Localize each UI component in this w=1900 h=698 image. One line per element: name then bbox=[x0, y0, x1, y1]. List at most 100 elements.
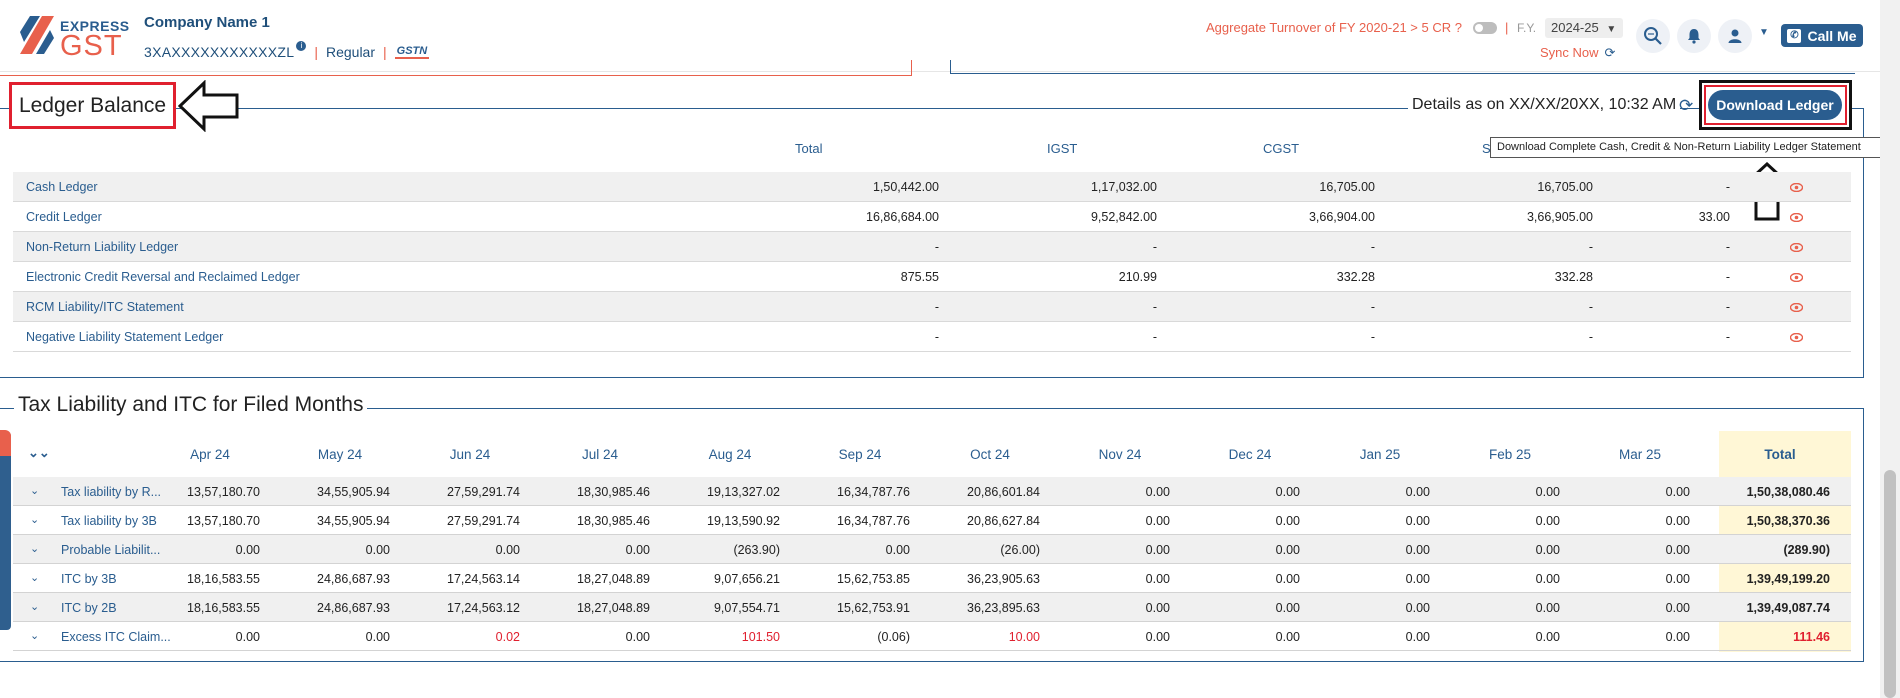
side-panel-tab-top[interactable] bbox=[0, 430, 11, 456]
ledger-row-name[interactable]: RCM Liability/ITC Statement bbox=[26, 300, 184, 314]
chevron-down-icon[interactable]: ⌄ bbox=[30, 630, 40, 642]
tax-cell: 0.00 bbox=[1665, 514, 1690, 528]
fy-select[interactable]: 2024-25 ▼ bbox=[1545, 18, 1623, 38]
tax-row[interactable]: ⌄ ITC by 2B 18,16,583.55 24,86,687.93 17,24,… bbox=[13, 593, 1851, 622]
ledger-row-name[interactable]: Credit Ledger bbox=[26, 210, 102, 224]
tax-cell: 0.00 bbox=[1665, 572, 1690, 586]
arrow-left-annotation bbox=[178, 80, 239, 132]
tax-cell: 0.00 bbox=[1405, 485, 1430, 499]
chevron-down-icon[interactable]: ▼ bbox=[1759, 27, 1769, 38]
tax-cell: 0.00 bbox=[885, 543, 910, 557]
refresh-icon[interactable]: ⟳ bbox=[1679, 96, 1694, 115]
chevron-down-icon[interactable]: ⌄ bbox=[30, 543, 40, 555]
search-button[interactable] bbox=[1636, 19, 1670, 53]
chevron-down-icon[interactable]: ⌄ bbox=[30, 601, 40, 613]
ledger-cell: - bbox=[1370, 240, 1375, 254]
notifications-button[interactable] bbox=[1677, 19, 1711, 53]
tax-cell: 0.00 bbox=[1665, 630, 1690, 644]
ledger-cell: - bbox=[1370, 300, 1375, 314]
chevron-down-icon[interactable]: ⌄ bbox=[30, 572, 40, 584]
tax-row[interactable]: ⌄ ITC by 3B 18,16,583.55 24,86,687.93 17,24,… bbox=[13, 564, 1851, 593]
tax-col-header: Dec 24 bbox=[1228, 447, 1272, 462]
user-icon bbox=[1728, 29, 1742, 43]
ledger-row[interactable]: Credit Ledger 16,86,684.00 9,52,842.00 3,66… bbox=[13, 202, 1851, 232]
ledger-cell: - bbox=[1152, 240, 1157, 254]
download-ledger-button[interactable]: Download Ledger bbox=[1708, 90, 1842, 120]
tax-liability-title: Tax Liability and ITC for Filed Months bbox=[14, 393, 368, 417]
ledger-row-name[interactable]: Negative Liability Statement Ledger bbox=[26, 330, 224, 344]
tax-row[interactable]: ⌄ Tax liability by 3B 13,57,180.70 34,55,90… bbox=[13, 506, 1851, 535]
ledger-cell: - bbox=[1152, 300, 1157, 314]
tax-row[interactable]: ⌄ Excess ITC Claim... 0.00 0.00 0.02 0.00 101.… bbox=[13, 622, 1851, 651]
eye-icon[interactable] bbox=[1790, 183, 1803, 192]
ledger-row[interactable]: Electronic Credit Reversal and Reclaimed… bbox=[13, 262, 1851, 292]
scrollbar-thumb[interactable] bbox=[1884, 470, 1896, 698]
tax-cell: 10.00 bbox=[1008, 630, 1040, 644]
tax-cell: 0.00 bbox=[1535, 601, 1560, 615]
turnover-toggle[interactable] bbox=[1473, 22, 1497, 34]
tax-row-name[interactable]: Excess ITC Claim... bbox=[61, 630, 171, 644]
download-highlight-inner bbox=[1704, 85, 1847, 125]
details-as-on: Details as on XX/XX/20XX, 10:32 AM bbox=[1408, 96, 1681, 114]
express-gst-logo[interactable]: EXPRESS GST bbox=[20, 16, 130, 62]
double-chevron-down-icon[interactable]: ⌄⌄ bbox=[28, 445, 50, 460]
ledger-row[interactable]: Negative Liability Statement Ledger - - - - - bbox=[13, 322, 1851, 352]
tax-row-name[interactable]: Probable Liabilit... bbox=[61, 543, 161, 557]
ledger-cell: - bbox=[1725, 300, 1730, 314]
tax-cell: 34,55,905.94 bbox=[317, 485, 390, 499]
eye-icon[interactable] bbox=[1790, 303, 1803, 312]
company-name[interactable]: Company Name 1 bbox=[144, 14, 270, 31]
ledger-row[interactable]: Non-Return Liability Ledger - - - - - bbox=[13, 232, 1851, 262]
tax-row-name[interactable]: ITC by 3B bbox=[61, 572, 117, 586]
tax-liability-section bbox=[0, 408, 1864, 662]
eye-icon[interactable] bbox=[1790, 333, 1803, 342]
tax-cell: 15,62,753.85 bbox=[837, 572, 910, 586]
tax-row-name[interactable]: Tax liability by 3B bbox=[61, 514, 157, 528]
search-icon bbox=[1644, 27, 1662, 45]
tax-cell: 0.00 bbox=[1275, 601, 1300, 615]
tax-cell: 0.00 bbox=[1535, 514, 1560, 528]
tax-cell: 18,16,583.55 bbox=[187, 601, 260, 615]
ledger-cell: - bbox=[934, 300, 939, 314]
chevron-down-icon: ▼ bbox=[1606, 24, 1617, 35]
side-panel-tab[interactable] bbox=[0, 432, 11, 630]
info-icon[interactable]: i bbox=[296, 41, 307, 51]
ledger-row[interactable]: RCM Liability/ITC Statement - - - - - bbox=[13, 292, 1851, 322]
tax-cell: 0.00 bbox=[1275, 572, 1300, 586]
ledger-col-igst: IGST bbox=[1047, 141, 1078, 156]
ledger-row-name[interactable]: Electronic Credit Reversal and Reclaimed… bbox=[26, 270, 300, 284]
tax-cell: 0.00 bbox=[1405, 572, 1430, 586]
tax-cell: 0.00 bbox=[235, 543, 260, 557]
tax-table: ⌄⌄ Apr 24 May 24 Jun 24 Jul 24 Aug 24 Sep 24 O… bbox=[13, 431, 1851, 652]
ledger-cell: - bbox=[1725, 180, 1730, 194]
tax-col-header: Oct 24 bbox=[970, 447, 1010, 462]
tax-cell: 13,57,180.70 bbox=[187, 485, 260, 499]
divider: | bbox=[314, 44, 318, 60]
fy-label: F.Y. bbox=[1517, 21, 1537, 35]
ledger-cell: 16,86,684.00 bbox=[866, 210, 939, 224]
tax-row[interactable]: ⌄ Probable Liabilit... 0.00 0.00 0.00 0.00 (26… bbox=[13, 535, 1851, 564]
tax-col-header: Feb 25 bbox=[1488, 447, 1532, 462]
ledger-row-name[interactable]: Cash Ledger bbox=[26, 180, 98, 194]
ledger-row-name[interactable]: Non-Return Liability Ledger bbox=[26, 240, 179, 254]
ledger-cell: 875.55 bbox=[900, 270, 939, 284]
tax-row-name[interactable]: ITC by 2B bbox=[61, 601, 117, 615]
tax-row-name[interactable]: Tax liability by R... bbox=[61, 485, 162, 499]
download-tooltip: Download Complete Cash, Credit & Non-Ret… bbox=[1490, 137, 1894, 158]
ledger-row[interactable]: Cash Ledger 1,50,442.00 1,17,032.00 16,705.… bbox=[13, 172, 1851, 202]
tax-col-header: Jun 24 bbox=[449, 447, 491, 462]
eye-icon[interactable] bbox=[1790, 243, 1803, 252]
eye-icon[interactable] bbox=[1790, 273, 1803, 282]
ledger-cell: - bbox=[934, 240, 939, 254]
tax-cell: 0.00 bbox=[1275, 630, 1300, 644]
sync-now-link[interactable]: Sync Now ⟳ bbox=[1540, 45, 1615, 61]
call-me-button[interactable]: ✆ Call Me bbox=[1781, 24, 1863, 47]
tax-row[interactable]: ⌄ Tax liability by R... 13,57,180.70 34,55,… bbox=[13, 477, 1851, 506]
ledger-cell: 9,52,842.00 bbox=[1090, 210, 1157, 224]
eye-icon[interactable] bbox=[1790, 213, 1803, 222]
ledger-cell: - bbox=[934, 330, 939, 344]
chevron-down-icon[interactable]: ⌄ bbox=[30, 485, 40, 497]
gstn-badge: GSTN bbox=[394, 45, 430, 59]
chevron-down-icon[interactable]: ⌄ bbox=[30, 514, 40, 526]
user-menu-button[interactable] bbox=[1718, 19, 1752, 53]
